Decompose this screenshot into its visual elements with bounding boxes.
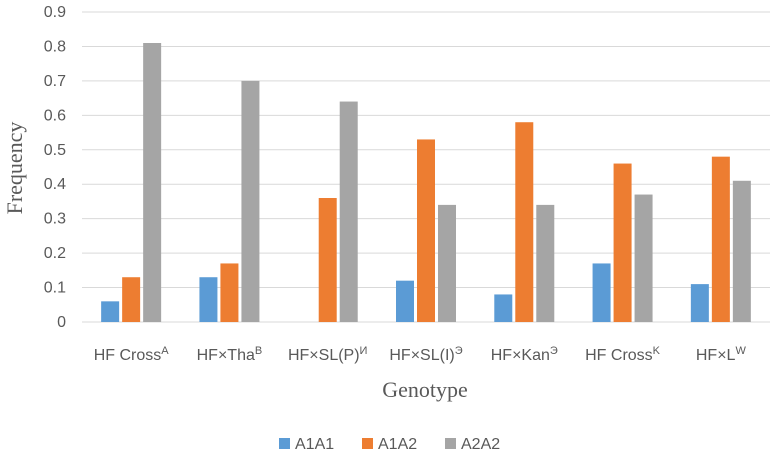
y-tick-label: 0.9 — [44, 4, 66, 21]
x-axis-categories: HF CrossA HF×ThaB HF×SL(P)И HF×SL(I)Э HF×Kan… — [94, 345, 747, 364]
x-category-label: HF×ThaB — [197, 345, 263, 364]
bar-a2a2 — [339, 101, 358, 322]
x-category-label: HF CrossA — [94, 345, 170, 364]
y-axis-title: Frequency — [2, 122, 27, 215]
bar-a1a1 — [494, 294, 513, 322]
x-category-label: HF×LW — [696, 345, 747, 364]
bar-a1a2 — [220, 263, 239, 322]
bar-a1a2 — [515, 122, 534, 322]
x-category-label: HF CrossK — [585, 345, 661, 364]
bars — [101, 43, 751, 322]
x-axis-title: Genotype — [382, 377, 468, 402]
x-category-label: HF×SL(I)Э — [389, 345, 462, 364]
legend-swatch-a1a2 — [362, 438, 373, 449]
x-category-label: HF×KanЭ — [491, 345, 558, 364]
y-tick-label: 0 — [57, 314, 66, 331]
bar-a1a2 — [711, 156, 730, 322]
bar-a1a1 — [101, 301, 120, 322]
legend-swatch-a1a1 — [279, 438, 290, 449]
legend-label: A1A1 — [295, 436, 334, 453]
y-tick-label: 0.6 — [44, 107, 66, 124]
y-tick-label: 0.8 — [44, 38, 66, 55]
legend-label: A2A2 — [461, 436, 500, 453]
y-tick-label: 0.7 — [44, 73, 66, 90]
x-category-label: HF×SL(P)И — [288, 345, 367, 364]
y-tick-label: 0.1 — [44, 280, 66, 297]
bar-a2a2 — [438, 204, 456, 322]
bar-a2a2 — [634, 194, 653, 322]
bar-a2a2 — [536, 204, 555, 322]
bar-a1a1 — [199, 277, 218, 322]
legend-label: A1A2 — [378, 436, 417, 453]
bar-a1a2 — [122, 277, 141, 322]
bar-a1a1 — [396, 280, 414, 322]
bar-a1a1 — [592, 263, 611, 322]
y-tick-label: 0.2 — [44, 245, 66, 262]
bar-a1a1 — [690, 284, 709, 322]
y-tick-label: 0.4 — [44, 176, 66, 193]
y-axis-ticks: 0 0.1 0.2 0.3 0.4 0.5 0.6 0.7 0.8 0.9 — [44, 4, 66, 331]
y-tick-label: 0.5 — [44, 142, 66, 159]
bar-a2a2 — [732, 180, 751, 322]
bar-a1a2 — [613, 163, 632, 322]
legend-swatch-a2a2 — [445, 438, 456, 449]
bar-a2a2 — [143, 43, 162, 322]
bar-a1a2 — [318, 198, 337, 322]
bar-a2a2 — [241, 80, 260, 322]
bar-a1a2 — [417, 139, 435, 322]
legend: A1A1 A1A2 A2A2 — [279, 436, 500, 453]
y-tick-label: 0.3 — [44, 211, 66, 228]
